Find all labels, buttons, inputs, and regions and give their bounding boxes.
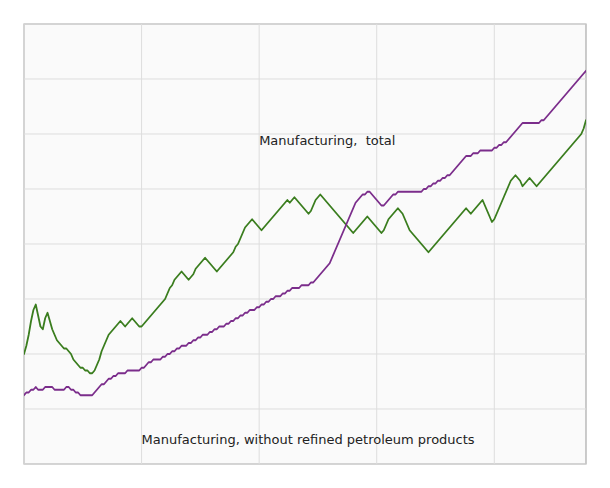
grid-line-y (24, 189, 586, 190)
grid (24, 24, 586, 464)
grid-line-y (24, 354, 586, 355)
chart: Manufacturing, total Manufacturing, witho… (0, 0, 610, 488)
grid-line-x (141, 24, 142, 464)
annotation: Manufacturing, without refined petroleum… (142, 432, 475, 447)
grid-line-x (376, 24, 377, 464)
grid-line-y (24, 409, 586, 410)
grid-line-x (494, 24, 495, 464)
grid-line-x (259, 24, 260, 464)
grid-line-y (24, 464, 586, 465)
annotations: Manufacturing, total Manufacturing, witho… (142, 133, 475, 447)
series-line (24, 71, 586, 396)
series-line (24, 120, 586, 373)
grid-line-y (24, 79, 586, 80)
grid-line-y (24, 299, 586, 300)
plot-area (24, 24, 586, 464)
grid-line-x (24, 24, 25, 464)
grid-line-y (24, 24, 586, 25)
lines (24, 71, 586, 396)
grid-line-y (24, 244, 586, 245)
annotation: Manufacturing, total (259, 133, 395, 148)
